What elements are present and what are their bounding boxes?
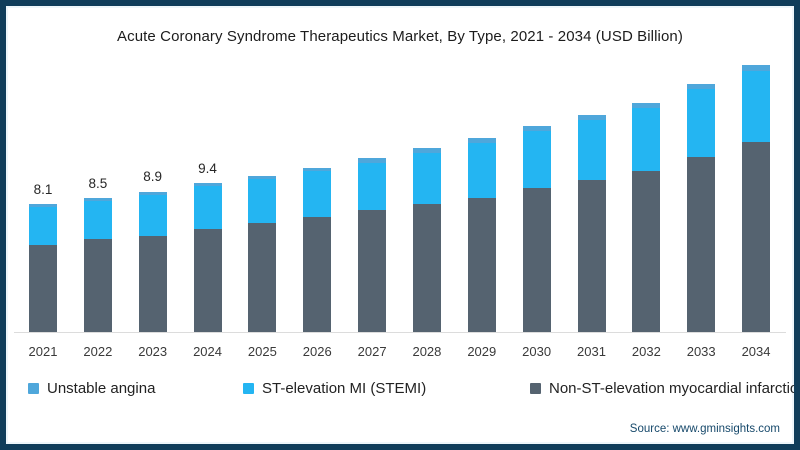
bar-segment-nstemi: [358, 210, 387, 332]
bar-segment-unstable-angina: [412, 148, 441, 153]
legend-label: Non-ST-elevation myocardial infarction (…: [549, 379, 799, 397]
bar-segment-stemi: [412, 153, 441, 204]
legend-label: ST-elevation MI (STEMI): [262, 379, 427, 397]
bar-segment-nstemi: [467, 198, 496, 332]
bar-2031: [577, 115, 606, 332]
chart-title: Acute Coronary Syndrome Therapeutics Mar…: [117, 28, 683, 45]
bar-segment-stemi: [687, 89, 716, 157]
bar-segment-stemi: [358, 163, 387, 210]
bar-segment-unstable-angina: [248, 176, 277, 179]
bar-value-label: 8.5: [88, 176, 108, 191]
bar-segment-nstemi: [29, 245, 57, 332]
legend-item: ST-elevation MI (STEMI): [243, 379, 426, 397]
bar-2025: [248, 176, 277, 332]
x-axis-label: 2032: [631, 344, 661, 359]
legend-label: Unstable angina: [47, 379, 156, 397]
bar-segment-unstable-angina: [83, 198, 112, 201]
bar-segment-unstable-angina: [303, 168, 332, 171]
bar-segment-nstemi: [83, 239, 112, 332]
x-axis-line: [14, 332, 786, 333]
bar-segment-stemi: [577, 120, 606, 180]
x-axis-label: 2034: [741, 344, 771, 359]
bar-segment-unstable-angina: [632, 103, 661, 108]
bar-segment-stemi: [303, 171, 332, 217]
bar-segment-stemi: [522, 131, 551, 188]
bar-2024: [193, 183, 222, 332]
bar-2022: [83, 198, 112, 332]
bar-segment-stemi: [467, 143, 496, 198]
bar-2023: [138, 192, 167, 332]
bar-segment-unstable-angina: [467, 138, 496, 143]
bar-segment-unstable-angina: [742, 65, 771, 71]
x-axis-label: 2033: [686, 344, 716, 359]
bar-2027: [358, 158, 387, 332]
bar-segment-nstemi: [577, 180, 606, 332]
x-axis-label: 2027: [357, 344, 387, 359]
bar-segment-unstable-angina: [687, 84, 716, 89]
bar-segment-unstable-angina: [577, 115, 606, 120]
x-axis-label: 2028: [412, 344, 442, 359]
bar-segment-nstemi: [742, 142, 771, 332]
bar-segment-unstable-angina: [193, 183, 222, 186]
legend-swatch-icon: [530, 382, 541, 394]
bar-segment-stemi: [83, 201, 112, 239]
bar-segment-stemi: [193, 186, 222, 229]
bar-segment-stemi: [248, 179, 277, 223]
x-axis-label: 2021: [28, 344, 58, 359]
bar-2030: [522, 126, 551, 332]
bar-segment-stemi: [632, 108, 661, 171]
bar-2029: [467, 138, 496, 332]
bar-segment-stemi: [29, 207, 57, 245]
bar-segment-nstemi: [303, 217, 332, 332]
source-attribution: Source: www.gminsights.com: [629, 423, 780, 435]
bar-2028: [412, 148, 441, 332]
bar-2032: [632, 103, 661, 332]
x-axis-label: 2029: [467, 344, 497, 359]
x-axis-label: 2026: [302, 344, 332, 359]
bar-segment-nstemi: [632, 171, 661, 332]
bar-value-label: 8.9: [143, 169, 163, 184]
x-axis-label: 2022: [83, 344, 113, 359]
bar-value-label: 8.1: [33, 182, 53, 197]
bar-segment-unstable-angina: [358, 158, 387, 163]
bar-2026: [303, 168, 332, 332]
bar-segment-stemi: [138, 195, 167, 236]
bar-segment-unstable-angina: [29, 204, 57, 207]
bar-segment-stemi: [742, 71, 771, 142]
legend-swatch-icon: [243, 382, 254, 394]
bar-2034: [742, 65, 771, 332]
bar-segment-nstemi: [687, 157, 716, 332]
x-axis-label: 2031: [577, 344, 606, 359]
legend-swatch-icon: [28, 382, 39, 394]
bar-segment-unstable-angina: [138, 192, 167, 195]
x-axis-label: 2025: [247, 344, 277, 359]
legend-item: Unstable angina: [28, 379, 155, 397]
bar-segment-nstemi: [193, 229, 222, 332]
bar-segment-nstemi: [522, 188, 551, 332]
bar-segment-nstemi: [412, 204, 441, 332]
x-axis-label: 2030: [522, 344, 552, 359]
x-axis-label: 2023: [138, 344, 168, 359]
bar-segment-unstable-angina: [522, 126, 551, 131]
x-axis-label: 2024: [193, 344, 222, 359]
bar-value-label: 9.4: [198, 161, 217, 176]
bar-2033: [687, 84, 716, 332]
legend-item: Non-ST-elevation myocardial infarction (…: [530, 379, 799, 397]
bar-segment-nstemi: [138, 236, 167, 332]
bar-segment-nstemi: [248, 223, 277, 332]
bar-2021: [29, 204, 57, 332]
plot-area: 8.1 8.5 8.9 9.4 2021 2022 2023 2024 2025 2026 202…: [6, 6, 794, 444]
